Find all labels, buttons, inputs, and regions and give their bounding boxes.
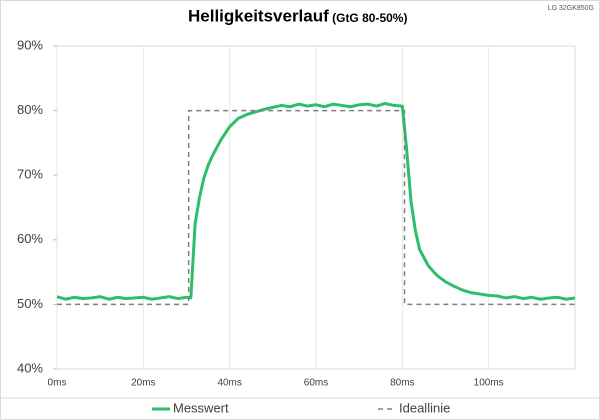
annotation: LG 32GK850G: [548, 5, 594, 12]
y-tick-label: 70%: [17, 167, 43, 182]
x-tick-label: 20ms: [131, 378, 155, 389]
x-tick-label: 100ms: [474, 378, 504, 389]
legend-label: Messwert: [173, 400, 229, 415]
y-tick-label: 60%: [17, 231, 43, 246]
x-tick-label: 60ms: [304, 378, 328, 389]
chart-title: Helligkeitsverlauf: [188, 6, 329, 25]
x-tick-label: 40ms: [217, 378, 241, 389]
x-tick-label: 0ms: [48, 378, 67, 389]
y-tick-label: 90%: [17, 37, 43, 52]
series-line: [57, 109, 575, 306]
chart-subtitle: (GtG 80-50%): [332, 11, 407, 25]
series-line: [56, 101, 576, 301]
y-tick-label: 80%: [17, 102, 43, 117]
x-tick-label: 80ms: [390, 378, 414, 389]
legend-label: Ideallinie: [399, 400, 450, 415]
y-tick-label: 50%: [17, 296, 43, 311]
y-tick-label: 40%: [17, 360, 43, 375]
